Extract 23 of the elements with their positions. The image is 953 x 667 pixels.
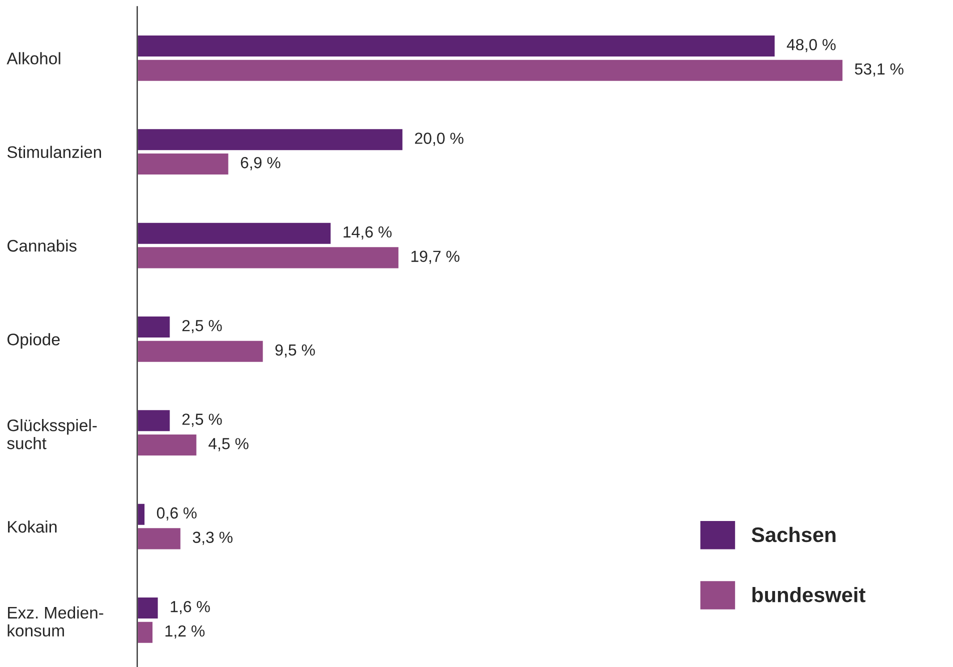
y-tick-label: Alkohol	[6, 52, 60, 64]
data-label: 9,5 %	[275, 344, 315, 358]
data-label: 1,6 %	[170, 600, 210, 614]
data-label: 6,9 %	[240, 157, 280, 170]
y-tick-label: Glücksspiel- sucht	[7, 419, 97, 450]
y-tick-label: Exz. Medien- konsum	[8, 606, 104, 637]
data-label: 48,0 %	[786, 38, 836, 52]
legend-label: Sachsen	[752, 526, 836, 542]
data-label: 53,1 %	[854, 63, 904, 77]
data-label: 14,6 %	[344, 226, 392, 240]
data-label: 20,0 %	[415, 132, 464, 146]
data-label: 3,3 %	[192, 532, 232, 545]
data-label: 1,2 %	[166, 625, 205, 639]
y-tick-label: Kokain	[8, 520, 57, 533]
legend-label: bundesweit	[752, 586, 866, 602]
y-tick-label: Cannabis	[8, 239, 76, 252]
y-tick-label: Opiode	[7, 333, 60, 349]
data-label: 2,5 %	[182, 414, 222, 427]
data-label: 4,5 %	[208, 438, 248, 452]
data-label: 2,5 %	[182, 320, 222, 334]
y-tick-label: Stimulanzien	[7, 146, 102, 158]
data-label: 19,7 %	[411, 250, 460, 264]
data-label: 0,6 %	[156, 507, 197, 520]
